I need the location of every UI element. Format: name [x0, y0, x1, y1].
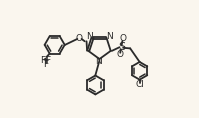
Text: O: O — [119, 34, 126, 43]
Text: F: F — [45, 56, 50, 65]
Text: N: N — [87, 32, 93, 41]
Text: O: O — [76, 34, 83, 43]
Text: N: N — [106, 32, 112, 41]
Text: Cl: Cl — [135, 80, 144, 89]
Text: S: S — [118, 42, 125, 52]
Text: F: F — [43, 60, 48, 69]
Text: O: O — [116, 50, 123, 59]
Text: N: N — [96, 57, 102, 66]
Text: F: F — [41, 56, 46, 65]
